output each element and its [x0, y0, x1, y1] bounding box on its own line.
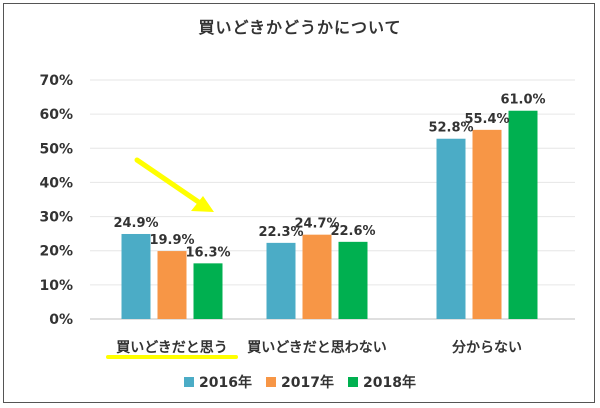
y-tick-label: 0%	[49, 312, 73, 328]
data-label: 61.0%	[500, 93, 545, 108]
legend-swatch	[266, 377, 277, 387]
bar	[508, 110, 538, 319]
legend-swatch	[347, 377, 358, 387]
legend-item: 2016年	[184, 372, 252, 392]
data-label: 16.3%	[185, 245, 230, 260]
legend-item: 2017年	[266, 372, 334, 392]
y-axis: 0% 10% 20% 30% 40% 50% 60% 70%	[39, 73, 73, 328]
bar	[193, 263, 223, 319]
bar	[157, 251, 187, 319]
data-label: 24.9%	[113, 216, 158, 231]
highlight-annotation	[106, 157, 238, 359]
legend-item: 2018年	[347, 372, 416, 392]
legend-label: 2018年	[362, 375, 416, 391]
y-tick-label: 10%	[39, 278, 73, 294]
data-labels: 24.9% 19.9%16.3% 22.3%24.7%22.6% 52.8%55.4%…	[113, 93, 545, 261]
bars	[121, 110, 538, 319]
y-tick-label: 20%	[39, 244, 73, 260]
data-label: 52.8%	[428, 121, 473, 136]
y-tick-label: 50%	[39, 141, 73, 157]
chart-title: 買いどきかどうかについて	[198, 18, 402, 37]
data-label: 22.6%	[330, 224, 375, 239]
y-tick-label: 40%	[39, 175, 73, 191]
data-label: 55.4%	[464, 112, 509, 127]
legend-swatch	[184, 377, 195, 387]
data-label: 19.9%	[149, 233, 194, 248]
bar	[472, 129, 502, 319]
data-label: 24.7%	[294, 217, 339, 232]
legend: 2016年 2017年 2018年	[0, 372, 600, 392]
y-tick-label: 70%	[39, 73, 73, 89]
legend-label: 2017年	[281, 375, 334, 391]
y-tick-label: 60%	[39, 107, 73, 123]
legend-label: 2016年	[199, 375, 253, 391]
category-label: 買いどきだと思わない	[247, 340, 387, 356]
category-label: 買いどきだと思う	[116, 340, 228, 356]
bar	[266, 242, 296, 319]
bar	[338, 241, 368, 319]
bar	[302, 234, 332, 319]
arrow-shaft	[134, 157, 203, 206]
data-label: 22.3%	[258, 225, 303, 240]
x-axis: 買いどきだと思う 買いどきだと思わない 分からない	[116, 340, 522, 356]
y-tick-label: 30%	[39, 210, 73, 226]
bar	[121, 233, 151, 319]
bar	[436, 138, 466, 319]
category-label: 分からない	[452, 340, 522, 356]
arrow-head	[191, 196, 214, 212]
